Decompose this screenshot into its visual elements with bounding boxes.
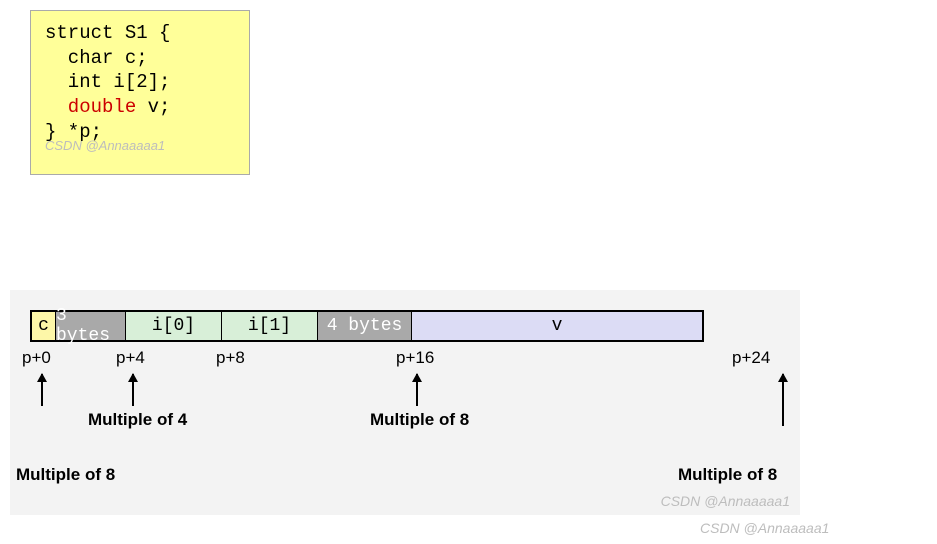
memory-cell-2: i[0]: [126, 312, 222, 340]
memory-cell-5: v: [412, 312, 702, 340]
memory-layout-diagram: c3 bytesi[0]i[1]4 bytesv Multiple of 4 M…: [10, 290, 800, 515]
arrow-p24: [782, 374, 784, 426]
offset-label-0: p+0: [22, 348, 51, 368]
memory-cell-1: 3 bytes: [56, 312, 126, 340]
code-line-2: char c;: [45, 46, 235, 71]
memory-cell-4: 4 bytes: [318, 312, 412, 340]
code-watermark: CSDN @Annaaaaa1: [45, 138, 235, 155]
code-line-4-rest: v;: [136, 96, 170, 118]
arrow-p16: [416, 374, 418, 406]
arrow-p0: [41, 374, 43, 406]
annotation-p4: Multiple of 4: [88, 410, 187, 430]
memory-cell-3: i[1]: [222, 312, 318, 340]
code-line-4: double v;: [45, 95, 235, 120]
code-line-3: int i[2];: [45, 70, 235, 95]
code-block: struct S1 { char c; int i[2]; double v; …: [30, 10, 250, 175]
page-watermark: CSDN @Annaaaaa1: [700, 520, 829, 536]
arrow-p4: [132, 374, 134, 406]
panel-watermark: CSDN @Annaaaaa1: [661, 493, 790, 509]
code-keyword-double: double: [45, 96, 136, 118]
offset-label-2: p+8: [216, 348, 245, 368]
memory-cell-0: c: [32, 312, 56, 340]
annotation-p0: Multiple of 8: [16, 465, 115, 485]
memory-row: c3 bytesi[0]i[1]4 bytesv: [30, 310, 704, 342]
annotation-p16: Multiple of 8: [370, 410, 469, 430]
offset-label-4: p+24: [732, 348, 770, 368]
offset-label-1: p+4: [116, 348, 145, 368]
offset-label-3: p+16: [396, 348, 434, 368]
annotation-p24: Multiple of 8: [678, 465, 777, 485]
code-line-1: struct S1 {: [45, 21, 235, 46]
